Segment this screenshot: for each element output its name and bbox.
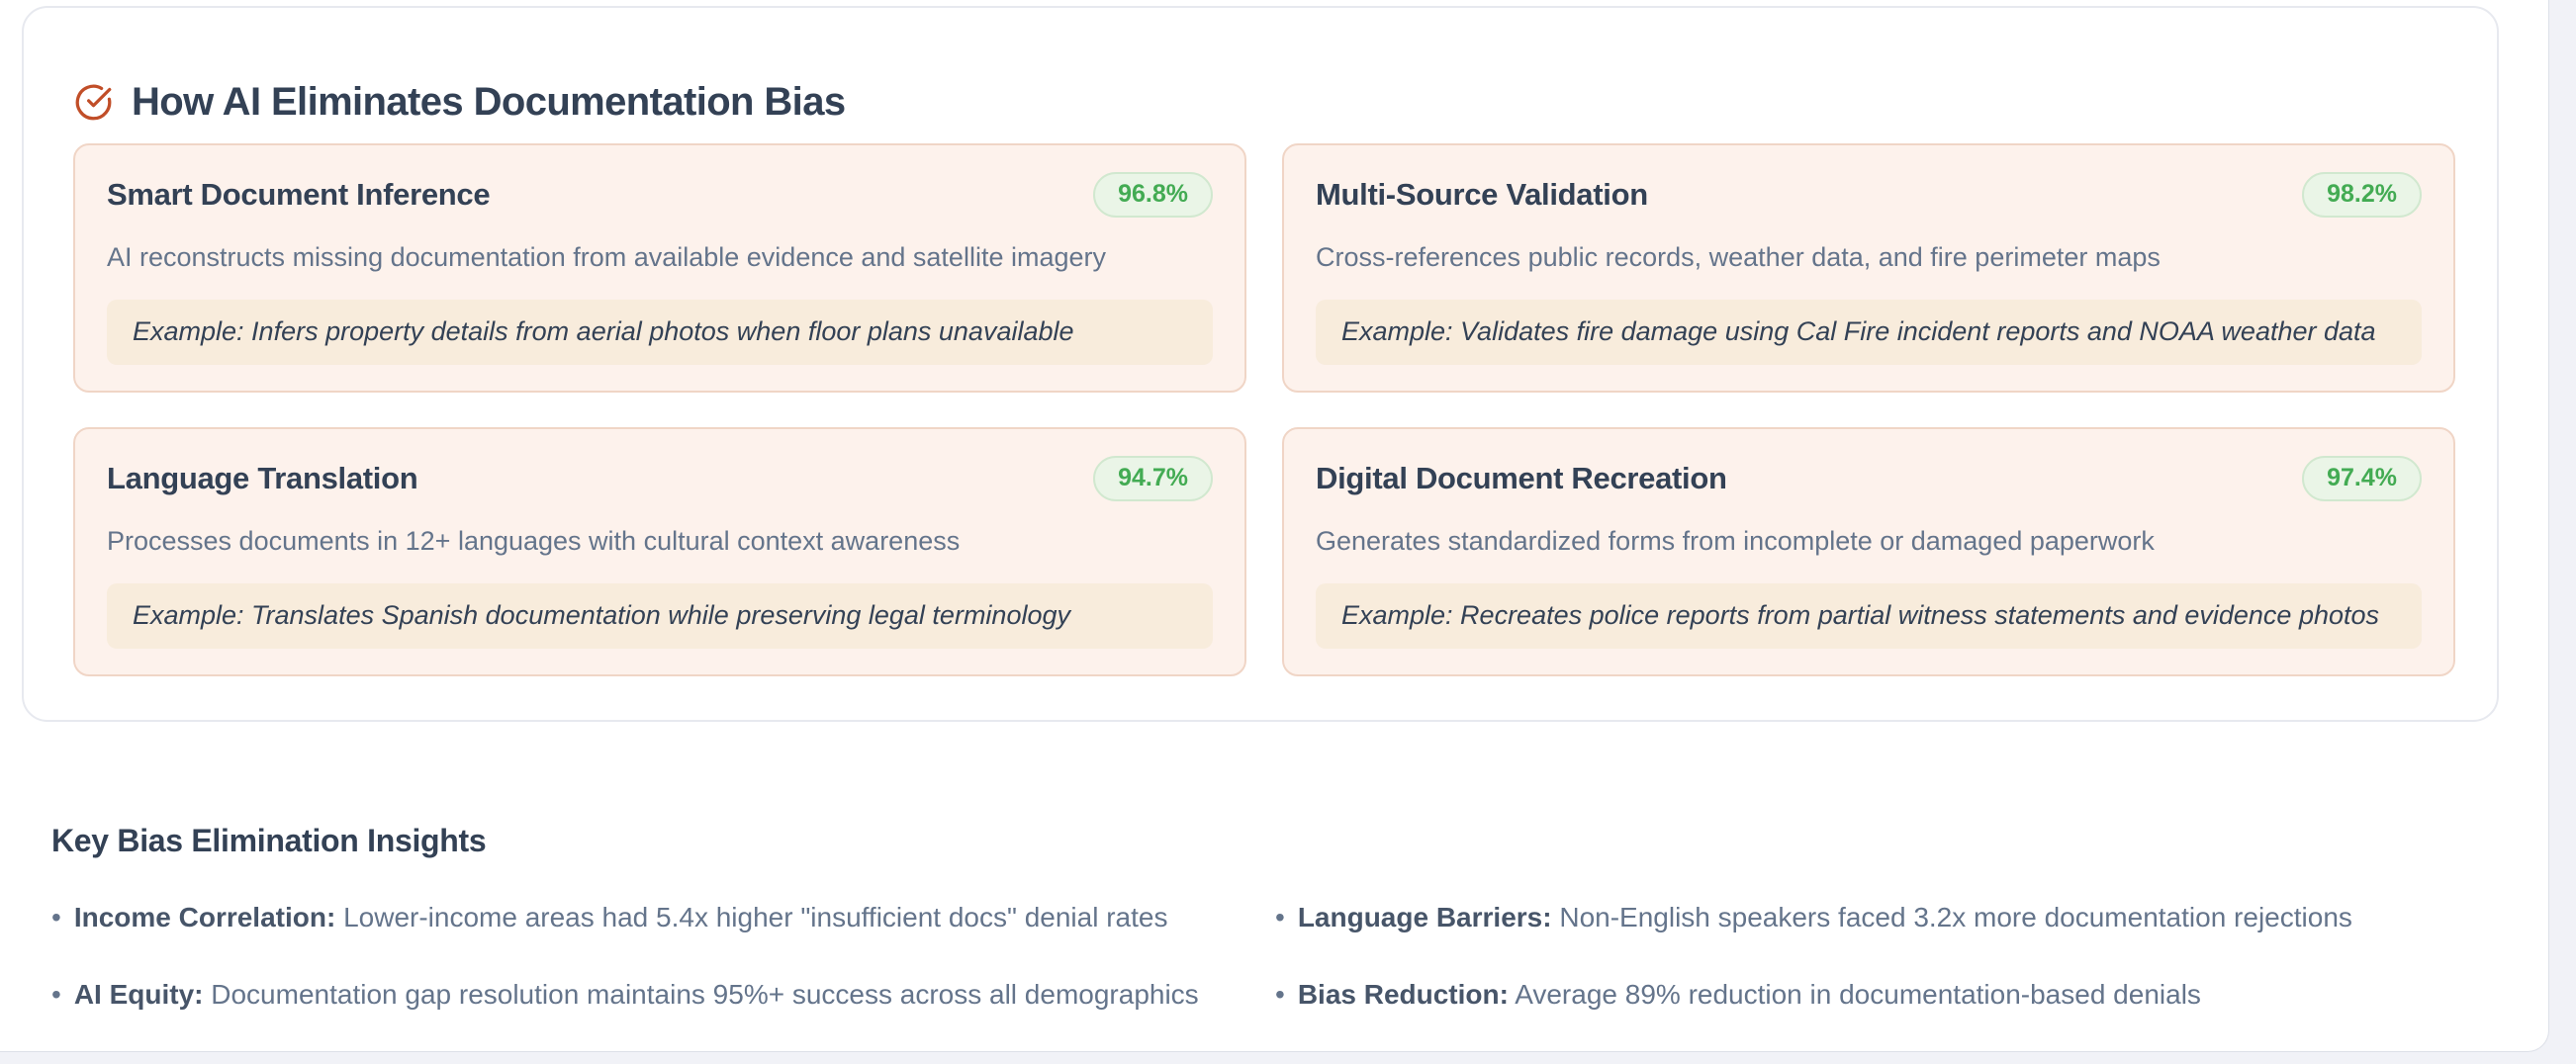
insight-bias-reduction: • Bias Reduction: Average 89% reduction i…: [1275, 978, 2475, 1012]
feature-title: Digital Document Recreation: [1316, 461, 1727, 495]
insight-label: Bias Reduction:: [1297, 978, 1509, 1010]
insights-grid: • Income Correlation: Lower-income areas …: [51, 901, 2475, 1011]
insight-income-correlation: • Income Correlation: Lower-income areas …: [51, 901, 1275, 934]
insight-text: Documentation gap resolution maintains 9…: [211, 978, 1199, 1010]
insight-text: Lower-income areas had 5.4x higher "insu…: [343, 902, 1168, 932]
example-box: Example: Infers property details from ae…: [107, 299, 1213, 365]
feature-card-header: Language Translation 94.7%: [107, 456, 1213, 501]
insight-text: Average 89% reduction in documentation-b…: [1515, 978, 2201, 1010]
feature-description: Generates standardized forms from incomp…: [1316, 525, 2155, 556]
insight-label: AI Equity:: [73, 978, 204, 1010]
content-panel: How AI Eliminates Documentation Bias Sma…: [0, 0, 2549, 1052]
feature-title: Smart Document Inference: [107, 177, 491, 212]
bullet-icon: •: [1275, 902, 1285, 932]
section-header: How AI Eliminates Documentation Bias: [74, 47, 846, 156]
feature-card-header: Smart Document Inference 96.8%: [107, 172, 1213, 218]
example-box: Example: Validates fire damage using Cal…: [1316, 299, 2422, 365]
feature-title: Language Translation: [107, 461, 418, 495]
bullet-icon: •: [51, 978, 61, 1010]
insights-section: Key Bias Elimination Insights • Income Co…: [51, 791, 2475, 1011]
bullet-icon: •: [51, 902, 61, 932]
accuracy-badge: 96.8%: [1093, 172, 1213, 218]
example-text: Example: Infers property details from ae…: [133, 315, 1074, 346]
insight-label: Language Barriers:: [1297, 902, 1552, 932]
feature-card-language-translation: Language Translation 94.7% Processes doc…: [73, 427, 1246, 676]
feature-card-digital-document-recreation: Digital Document Recreation 97.4% Genera…: [1282, 427, 2455, 676]
accuracy-badge: 94.7%: [1093, 456, 1213, 501]
insight-language-barriers: • Language Barriers: Non-English speakers…: [1275, 901, 2475, 934]
feature-description: Processes documents in 12+ languages wit…: [107, 525, 961, 556]
insights-title: Key Bias Elimination Insights: [51, 823, 487, 858]
bullet-icon: •: [1275, 978, 1285, 1010]
accuracy-badge: 98.2%: [2302, 172, 2422, 218]
section-title: How AI Eliminates Documentation Bias: [132, 80, 846, 125]
check-circle-icon: [74, 83, 113, 122]
insight-label: Income Correlation:: [73, 902, 336, 932]
features-grid: Smart Document Inference 96.8% AI recons…: [73, 143, 2455, 676]
documentation-bias-section: How AI Eliminates Documentation Bias Sma…: [22, 6, 2499, 722]
feature-card-multi-source-validation: Multi-Source Validation 98.2% Cross-refe…: [1282, 143, 2455, 393]
example-box: Example: Translates Spanish documentatio…: [107, 582, 1213, 649]
insight-text: Non-English speakers faced 3.2x more doc…: [1559, 902, 2352, 932]
feature-card-smart-document-inference: Smart Document Inference 96.8% AI recons…: [73, 143, 1246, 393]
example-text: Example: Recreates police reports from p…: [1341, 599, 2380, 630]
feature-title: Multi-Source Validation: [1316, 177, 1648, 212]
feature-description: Cross-references public records, weather…: [1316, 241, 2161, 272]
example-text: Example: Translates Spanish documentatio…: [133, 599, 1070, 630]
example-box: Example: Recreates police reports from p…: [1316, 582, 2422, 649]
feature-card-header: Multi-Source Validation 98.2%: [1316, 172, 2422, 218]
example-text: Example: Validates fire damage using Cal…: [1341, 315, 2376, 346]
insight-ai-equity: • AI Equity: Documentation gap resolution…: [51, 978, 1275, 1012]
feature-card-header: Digital Document Recreation 97.4%: [1316, 456, 2422, 501]
accuracy-badge: 97.4%: [2302, 456, 2422, 501]
feature-description: AI reconstructs missing documentation fr…: [107, 241, 1106, 272]
